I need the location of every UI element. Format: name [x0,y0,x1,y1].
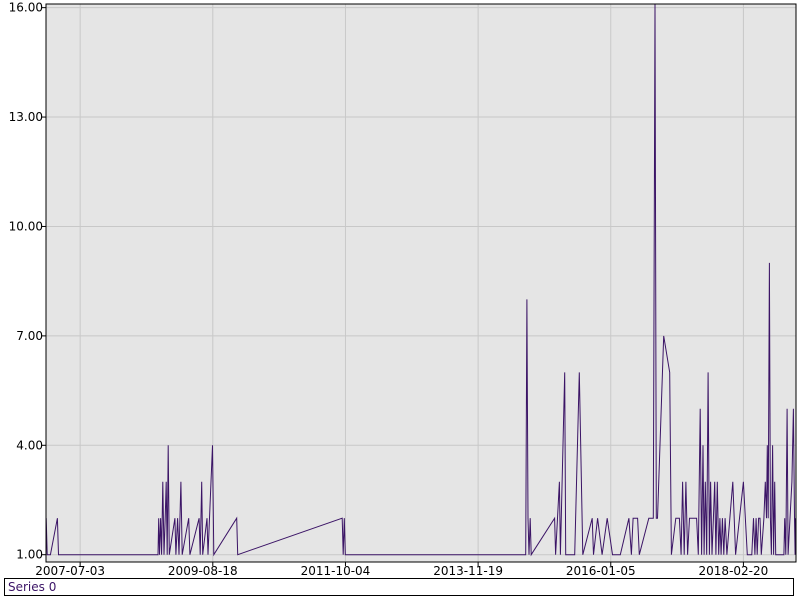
grid-lines [46,4,796,562]
y-tick-label: 10.00 [9,219,43,233]
x-tick-label: 2018-02-20 [699,564,769,578]
y-tick-label: 1.00 [16,548,43,562]
legend: Series 0 [4,578,794,596]
x-tick-label: 2013-11-19 [433,564,503,578]
legend-entry-series-0: Series 0 [8,580,57,594]
y-axis: 1.00 4.00 7.00 10.00 13.00 16.00 [9,1,46,562]
y-tick-label: 16.00 [9,1,43,15]
x-axis: 2007-07-03 2009-08-18 2011-10-04 2013-11-19… [35,562,768,578]
x-tick-label: 2016-01-05 [566,564,636,578]
x-tick-label: 2011-10-04 [301,564,371,578]
y-tick-label: 4.00 [16,438,43,452]
x-tick-label: 2009-08-18 [168,564,238,578]
series-line-0 [45,3,797,557]
x-tick-label: 2007-07-03 [35,564,105,578]
series-layer [45,3,797,557]
plot-background [46,4,796,562]
y-tick-label: 13.00 [9,110,43,124]
y-tick-label: 7.00 [16,329,43,343]
plot-border [45,3,797,563]
